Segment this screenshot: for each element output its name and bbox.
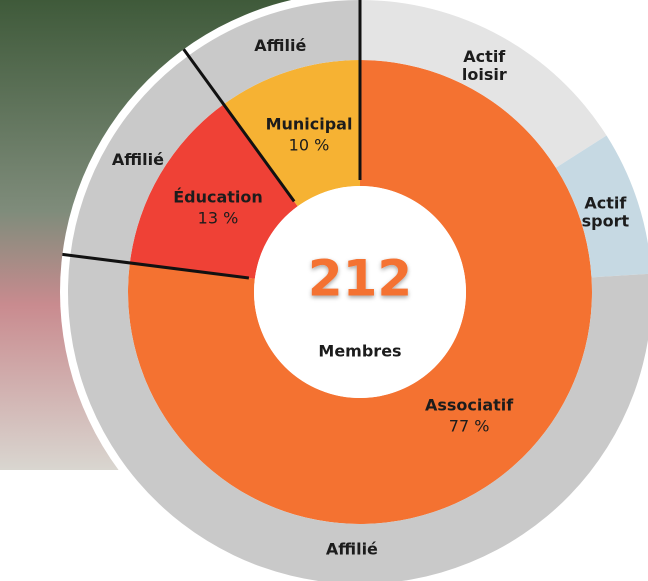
label-line: loisir bbox=[462, 64, 507, 83]
label-line: Actif bbox=[463, 46, 506, 65]
inner-label: Associatif bbox=[425, 395, 514, 414]
inner-label: Municipal bbox=[266, 115, 353, 134]
outer-label: Affilié bbox=[112, 150, 164, 169]
label-line: sport bbox=[582, 211, 630, 230]
outer-label: Affilié bbox=[254, 36, 306, 55]
inner-value-label: 13 % bbox=[198, 209, 239, 228]
total-label: Membres bbox=[318, 342, 401, 361]
chart: 212 Membres Associatif 77 % Éducation 13 % M… bbox=[0, 0, 648, 581]
outer-label: Affilié bbox=[326, 539, 378, 558]
label-line: Actif bbox=[584, 193, 627, 212]
inner-value-label: 10 % bbox=[289, 136, 330, 155]
total: 212 bbox=[308, 250, 412, 308]
inner-value-label: 77 % bbox=[449, 416, 490, 435]
inner-label: Éducation bbox=[173, 188, 263, 207]
